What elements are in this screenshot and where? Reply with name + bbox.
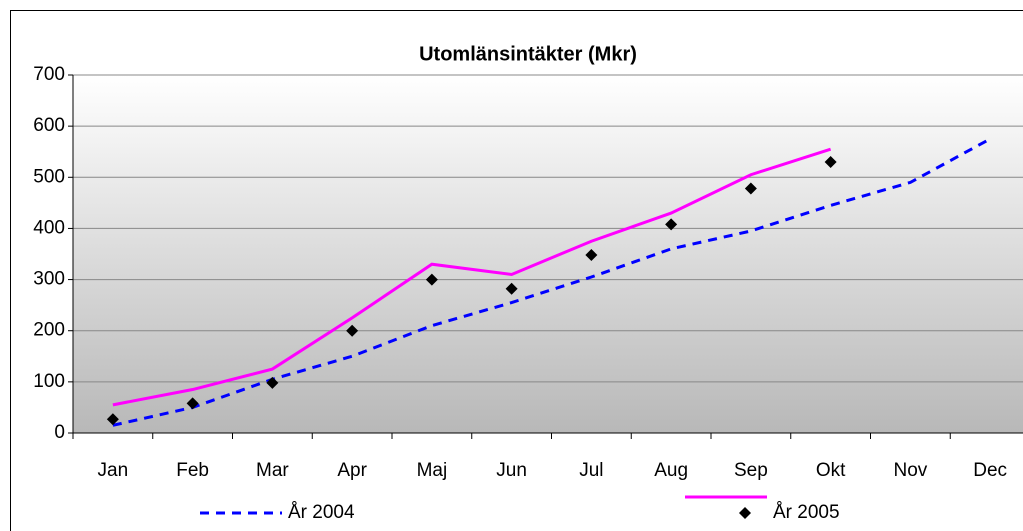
marker — [585, 249, 598, 262]
marker — [186, 397, 199, 410]
x-tick-label: Maj — [417, 460, 448, 481]
x-tick-label: Jun — [496, 460, 527, 481]
x-tick-label: Okt — [816, 460, 846, 481]
marker — [744, 182, 757, 195]
y-tick-label: 700 — [33, 64, 65, 85]
marker — [505, 282, 518, 295]
y-tick-label: 0 — [54, 422, 65, 443]
x-tick-label: Apr — [337, 460, 367, 481]
x-tick-label: Sep — [734, 460, 768, 481]
y-tick-label: 500 — [33, 166, 65, 187]
x-tick-label: Feb — [176, 460, 209, 481]
x-tick-label: Dec — [973, 460, 1007, 481]
marker — [346, 324, 359, 337]
x-tick-label: Nov — [893, 460, 927, 481]
series-line — [112, 137, 991, 427]
plot-area — [73, 75, 1023, 433]
chart-title: Utomlänsintäkter (Mkr) — [419, 43, 637, 65]
x-tick-label: Aug — [654, 460, 688, 481]
marker — [824, 155, 837, 168]
y-tick-label: 100 — [33, 371, 65, 392]
legend-label: År 2004 — [288, 502, 355, 523]
legend-label: År 2005 — [773, 502, 840, 523]
marker — [266, 376, 279, 389]
x-tick-label: Jan — [98, 460, 129, 481]
x-tick-label: Jul — [579, 460, 603, 481]
marker — [425, 273, 438, 286]
y-tick-label: 600 — [33, 115, 65, 136]
y-tick-label: 400 — [33, 217, 65, 238]
marker — [106, 413, 119, 426]
series-line — [112, 147, 832, 407]
x-tick-label: Mar — [256, 460, 289, 481]
marker — [665, 218, 678, 231]
legend-marker — [739, 507, 751, 519]
y-tick-label: 300 — [33, 269, 65, 290]
y-tick-label: 200 — [33, 320, 65, 341]
